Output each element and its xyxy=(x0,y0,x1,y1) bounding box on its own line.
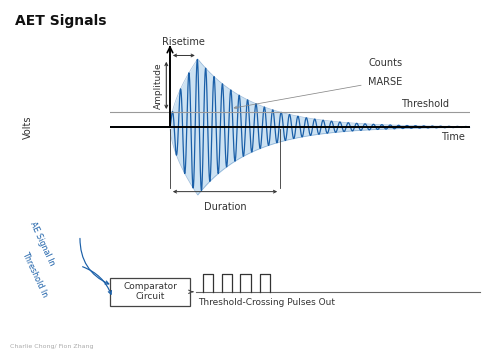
Text: AET Signals: AET Signals xyxy=(15,14,106,28)
Text: Counts: Counts xyxy=(368,58,402,68)
Text: Threshold-Crossing Pulses Out: Threshold-Crossing Pulses Out xyxy=(198,298,336,307)
Text: Time: Time xyxy=(442,132,466,142)
Text: Volts: Volts xyxy=(22,115,32,139)
Text: Amplitude: Amplitude xyxy=(154,62,162,109)
Text: Charlie Chong/ Fion Zhang: Charlie Chong/ Fion Zhang xyxy=(10,345,94,349)
Text: Threshold: Threshold xyxy=(401,99,449,109)
Text: Comparator
Circuit: Comparator Circuit xyxy=(123,282,177,301)
Text: MARSE: MARSE xyxy=(368,77,402,87)
Text: Duration: Duration xyxy=(204,202,246,212)
FancyBboxPatch shape xyxy=(110,277,190,306)
Text: Threshold In: Threshold In xyxy=(20,250,50,298)
Text: AE Signal In: AE Signal In xyxy=(28,221,56,268)
Text: Risetime: Risetime xyxy=(162,37,206,47)
